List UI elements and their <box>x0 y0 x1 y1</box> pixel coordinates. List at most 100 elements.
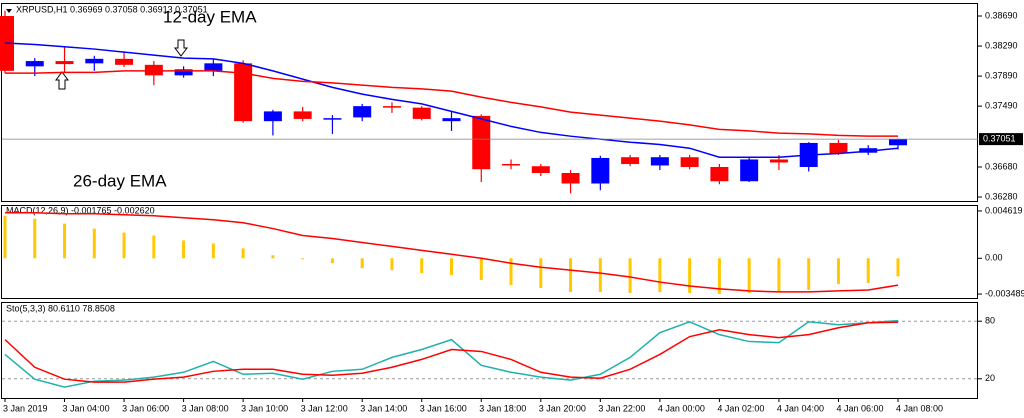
x-tick-label: 3 Jan 14:00 <box>360 403 407 413</box>
candle-body <box>591 157 610 184</box>
x-tick-label: 3 Jan 06:00 <box>122 403 169 413</box>
stochastic-title: Sto(5,3,3) 80.6110 78.8508 <box>6 303 115 313</box>
x-tick-label: 3 Jan 20:00 <box>539 403 586 413</box>
macd-bar <box>836 258 840 285</box>
candle-body <box>740 159 759 182</box>
x-tick-label: 4 Jan 02:00 <box>717 403 764 413</box>
candle-body <box>889 139 907 146</box>
candle-body <box>680 157 699 167</box>
candle-body <box>263 111 282 122</box>
candle-body <box>442 118 461 122</box>
candle-body <box>353 106 372 118</box>
x-tick-label: 3 Jan 2019 <box>3 403 48 413</box>
candle-body <box>55 61 74 65</box>
down-arrow <box>174 39 188 57</box>
macd-bar <box>390 258 394 271</box>
x-tick-label: 3 Jan 12:00 <box>301 403 348 413</box>
candle-body <box>25 61 44 67</box>
macd-bar <box>301 258 305 260</box>
macd-bar <box>92 228 96 259</box>
macd-bar <box>241 248 245 259</box>
y-tick-label: 80 <box>985 316 995 326</box>
candle-body <box>710 166 729 182</box>
x-tick-label: 3 Jan 10:00 <box>241 403 288 413</box>
macd-panel <box>1 205 978 299</box>
macd-bar <box>509 258 513 286</box>
macd-bar <box>360 258 364 269</box>
macd-bar <box>122 232 126 259</box>
macd-bar <box>598 258 602 292</box>
x-tick-label: 4 Jan 08:00 <box>896 403 943 413</box>
x-tick-label: 3 Jan 18:00 <box>479 403 526 413</box>
up-arrow <box>55 71 69 90</box>
candle-body <box>502 163 521 166</box>
candle-body <box>531 166 550 173</box>
candle-body <box>561 172 580 184</box>
y-tick-label: 20 <box>985 373 995 383</box>
macd-bar <box>658 258 662 292</box>
x-tick-label: 4 Jan 04:00 <box>777 403 824 413</box>
main-panel <box>1 3 978 202</box>
candle-body <box>115 58 134 65</box>
candle-body <box>829 142 848 154</box>
y-tick-label: 0.00 <box>985 253 1003 263</box>
macd-bar <box>330 258 334 264</box>
ema-line <box>5 70 898 137</box>
candle-body <box>323 118 342 120</box>
macd-bar <box>896 258 900 277</box>
stochastic-line <box>4 321 899 383</box>
candle-body <box>472 115 491 170</box>
ema-annotation: 26-day EMA <box>73 171 167 190</box>
y-tick-label: 0.004619 <box>985 205 1023 215</box>
macd-bar <box>569 258 573 292</box>
ema-annotation: 12-day EMA <box>163 7 257 26</box>
candle-body <box>293 111 312 119</box>
candle-body <box>382 106 401 108</box>
signal-line <box>5 212 899 293</box>
ema-line <box>4 42 899 158</box>
candle-body <box>234 63 253 122</box>
macd-bar <box>271 255 275 259</box>
current-price-label: 0.37051 <box>983 133 1016 143</box>
stochastic-line <box>4 319 899 388</box>
x-tick-label: 3 Jan 04:00 <box>63 403 110 413</box>
y-tick-label: -0.003489 <box>985 288 1024 298</box>
y-tick-label: 0.37890 <box>985 70 1018 80</box>
y-tick-label: 0.36280 <box>985 191 1018 201</box>
macd-bar <box>717 258 721 294</box>
y-tick-label: 0.37490 <box>985 101 1018 111</box>
macd-bar <box>3 215 7 259</box>
macd-bar <box>688 258 692 293</box>
macd-bar <box>211 243 215 259</box>
x-tick-label: 4 Jan 00:00 <box>658 403 705 413</box>
x-tick-label: 4 Jan 06:00 <box>836 403 883 413</box>
macd-bar <box>182 240 186 259</box>
current-price-box <box>979 133 1023 146</box>
candle-body <box>412 107 431 119</box>
macd-bar <box>420 258 424 274</box>
main-title: XRPUSD,H1 0.36969 0.37058 0.36913 0.3705… <box>16 4 208 14</box>
menu-triangle <box>6 9 12 13</box>
x-tick-label: 3 Jan 16:00 <box>420 403 467 413</box>
y-tick-label: 0.36680 <box>985 161 1018 171</box>
macd-bar <box>628 258 632 293</box>
candle-body <box>621 157 640 164</box>
candle-body <box>85 58 104 64</box>
candle-body <box>144 64 163 76</box>
candle-body <box>650 157 669 166</box>
y-tick-label: 0.38690 <box>985 10 1018 20</box>
macd-bar <box>747 258 751 293</box>
macd-bar <box>152 235 156 259</box>
macd-bar <box>777 258 781 292</box>
x-tick-label: 3 Jan 08:00 <box>182 403 229 413</box>
y-tick-label: 0.38290 <box>985 40 1018 50</box>
macd-title: MACD(12,26,9) -0.001765 -0.002620 <box>6 205 155 215</box>
stochastic-panel <box>1 302 978 399</box>
x-tick-label: 3 Jan 22:00 <box>598 403 645 413</box>
macd-bar <box>33 218 37 259</box>
macd-bar <box>450 258 453 276</box>
candle-body <box>769 159 788 163</box>
macd-bar <box>63 223 67 259</box>
